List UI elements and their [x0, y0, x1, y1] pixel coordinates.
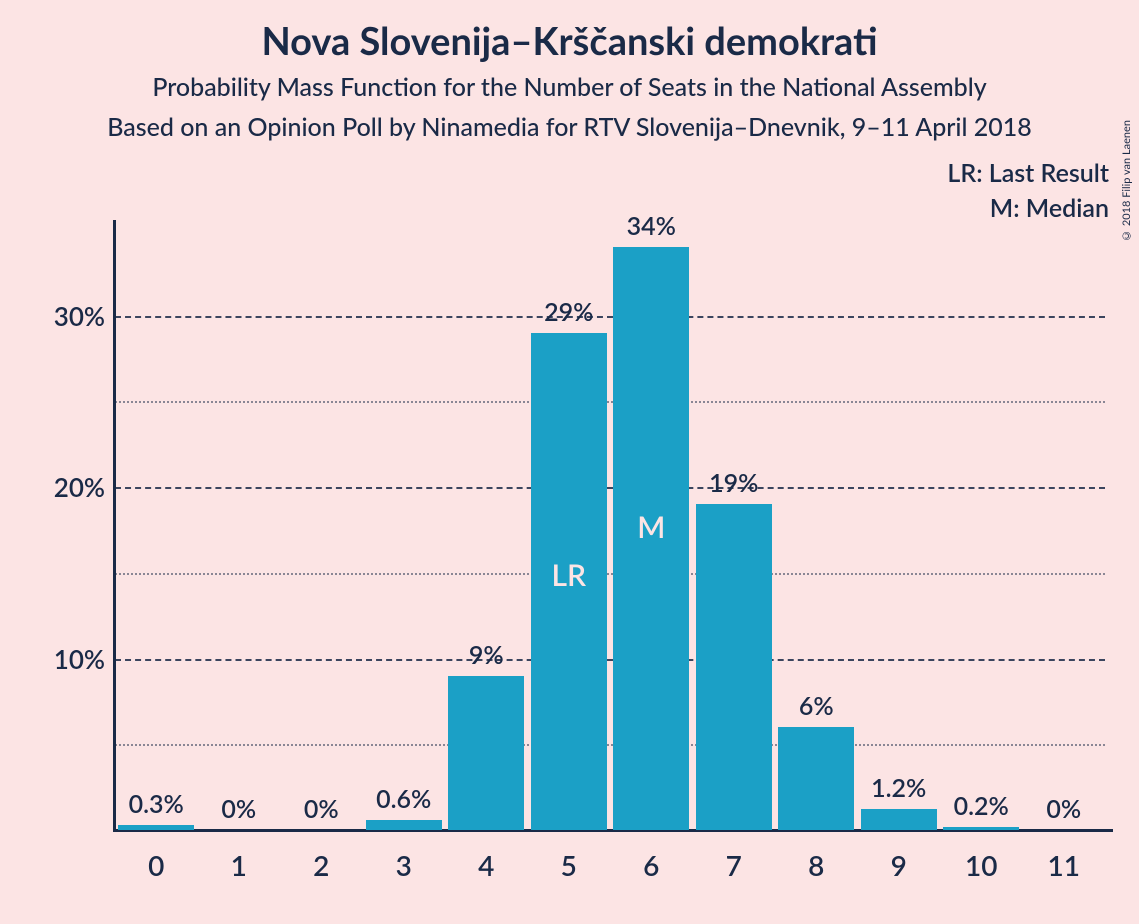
chart-legend: LR: Last Result M: Median	[947, 156, 1109, 226]
x-axis-tick-label: 6	[643, 848, 659, 882]
gridline-minor	[115, 573, 1105, 575]
bar-value-label: 34%	[627, 211, 676, 247]
x-axis-tick-label: 0	[148, 848, 164, 882]
x-axis-tick-label: 9	[891, 848, 907, 882]
bar-value-label: 6%	[799, 691, 834, 727]
y-axis-line	[113, 220, 116, 830]
bar-inner-label: LR	[551, 557, 586, 593]
bar	[118, 825, 194, 830]
bar	[778, 727, 854, 830]
y-axis-tick-label: 30%	[25, 300, 105, 332]
gridline-major	[115, 316, 1105, 318]
bar-value-label: 0%	[304, 794, 339, 830]
x-axis-tick-label: 4	[478, 848, 494, 882]
y-axis-tick-label: 10%	[25, 643, 105, 675]
chart-title: Nova Slovenija–Krščanski demokrati	[0, 18, 1139, 64]
chart-subtitle-1: Probability Mass Function for the Number…	[0, 72, 1139, 102]
x-axis-tick-label: 11	[1048, 848, 1080, 882]
x-axis-tick-label: 2	[313, 848, 329, 882]
plot-area: 10%20%30%0.3%00%10%20.6%39%429%LR534%M61…	[115, 230, 1105, 830]
gridline-major	[115, 487, 1105, 489]
pmf-bar-chart: Nova Slovenija–Krščanski demokrati Proba…	[0, 0, 1139, 924]
bar-value-label: 0.3%	[129, 789, 184, 825]
bar	[861, 809, 937, 830]
bar	[448, 676, 524, 830]
y-axis-tick-label: 20%	[25, 471, 105, 503]
copyright-text: © 2018 Filip van Laenen	[1120, 120, 1133, 242]
bar-value-label: 0%	[1046, 794, 1081, 830]
x-axis-tick-label: 1	[231, 848, 247, 882]
legend-m: M: Median	[947, 191, 1109, 226]
x-axis-tick-label: 5	[561, 848, 577, 882]
legend-lr: LR: Last Result	[947, 156, 1109, 191]
x-axis-tick-label: 7	[726, 848, 742, 882]
bar	[696, 504, 772, 830]
bar	[943, 827, 1019, 830]
gridline-major	[115, 659, 1105, 661]
x-axis-tick-label: 8	[808, 848, 824, 882]
x-axis-tick-label: 10	[965, 848, 997, 882]
gridline-minor	[115, 401, 1105, 403]
bar-value-label: 29%	[544, 297, 593, 333]
bar-value-label: 0%	[221, 794, 256, 830]
gridline-minor	[115, 744, 1105, 746]
bar-value-label: 19%	[709, 468, 758, 504]
bar-value-label: 9%	[469, 640, 504, 676]
x-axis-tick-label: 3	[396, 848, 412, 882]
bar-value-label: 1.2%	[871, 773, 926, 809]
bar-value-label: 0.6%	[376, 784, 431, 820]
bar-value-label: 0.2%	[954, 791, 1009, 827]
bar-inner-label: M	[637, 509, 665, 545]
bar	[366, 820, 442, 830]
chart-subtitle-2: Based on an Opinion Poll by Ninamedia fo…	[0, 112, 1139, 142]
